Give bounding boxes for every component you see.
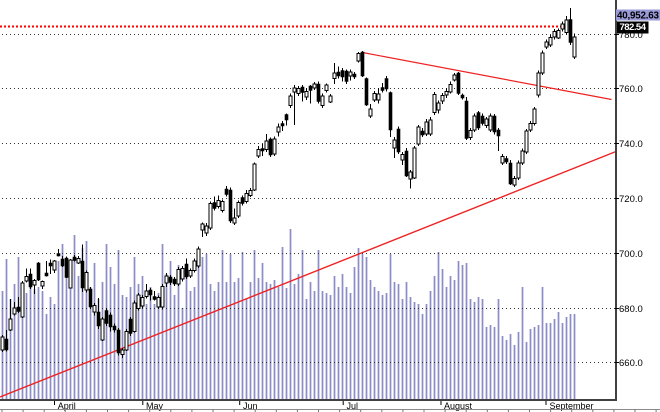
- svg-text:May: May: [146, 401, 164, 411]
- svg-text:Jul: Jul: [347, 401, 359, 411]
- svg-text:780.0: 780.0: [619, 30, 643, 41]
- svg-text:40,952.63: 40,952.63: [617, 11, 660, 22]
- svg-text:740.0: 740.0: [619, 139, 643, 150]
- svg-text:660.0: 660.0: [619, 358, 643, 369]
- svg-text:August: August: [444, 401, 473, 411]
- svg-text:Jun: Jun: [243, 401, 258, 411]
- svg-text:782.54: 782.54: [620, 22, 647, 33]
- svg-text:720.0: 720.0: [619, 194, 643, 205]
- svg-text:680.0: 680.0: [619, 304, 643, 315]
- svg-text:April: April: [58, 401, 76, 411]
- svg-text:760.0: 760.0: [619, 84, 643, 95]
- svg-text:700.0: 700.0: [619, 249, 643, 260]
- svg-text:September: September: [550, 401, 594, 411]
